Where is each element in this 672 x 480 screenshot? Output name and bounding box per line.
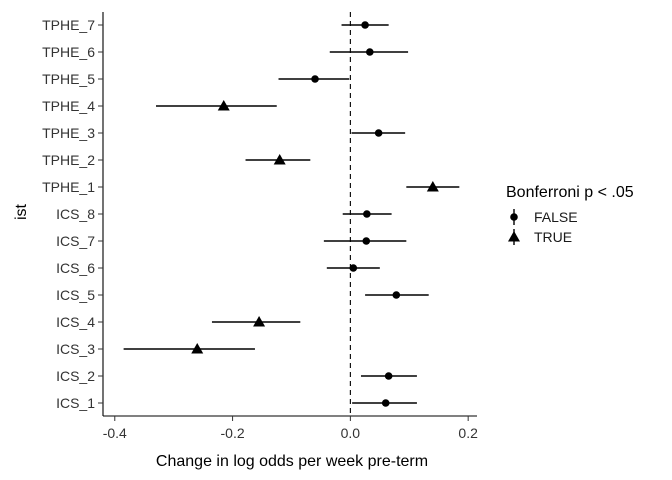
point-marker [392,291,401,299]
point-marker [384,372,393,380]
point-marker [311,75,319,83]
plot-area [123,12,460,416]
y-tick-label: TPHE_5 [42,71,95,87]
y-tick-label: TPHE_4 [42,98,95,114]
y-tick-label: ICS_5 [56,287,95,303]
y-tick-label: TPHE_3 [42,125,95,141]
y-tick-label: TPHE_7 [42,17,95,33]
y-tick-label: ICS_6 [56,260,95,276]
data-row [341,21,389,29]
y-tick-label: TPHE_6 [42,44,95,60]
point-marker [366,48,374,56]
data-row [211,316,301,327]
data-row [278,75,350,83]
y-tick-label: ICS_7 [56,233,95,249]
legend-label: TRUE [534,229,572,245]
y-tick-label: ICS_1 [56,395,95,411]
y-tick-label: ICS_2 [56,368,95,384]
data-row [365,291,429,299]
data-row [329,48,409,56]
x-tick-label: -0.2 [221,425,245,441]
legend-title: Bonferroni p < .05 [506,184,634,201]
data-row [323,237,407,245]
y-tick-label: TPHE_2 [42,152,95,168]
y-tick-label: ICS_4 [56,314,95,330]
point-marker [363,210,371,218]
y-axis: TPHE_7 TPHE_6 TPHE_5 TPHE_4 TPHE_3 TPHE_2 TPHE… [42,12,104,416]
data-row [326,264,380,272]
data-row [351,129,406,137]
y-tick-label: TPHE_1 [42,179,95,195]
legend-entry: TRUE [508,229,572,245]
legend: Bonferroni p < .05 FALSE TRUE [506,184,634,245]
point-marker [191,343,204,354]
point-marker [253,316,266,327]
x-axis: -0.4 -0.2 0.0 0.2 [103,415,478,441]
legend-key-marker [508,231,520,242]
y-tick-label: ICS_3 [56,341,95,357]
data-row [156,100,277,111]
y-axis-title: ist [13,203,30,220]
data-row [352,399,417,407]
data-row [406,181,460,192]
x-tick-label: -0.4 [103,425,127,441]
x-axis-title: Change in log odds per week pre-term [156,453,428,470]
legend-entry: FALSE [510,209,578,225]
data-row [360,372,417,380]
point-marker [381,399,390,407]
point-marker [426,181,439,192]
point-marker [217,100,230,111]
data-row [342,210,392,218]
y-tick-label: ICS_8 [56,206,95,222]
point-marker [349,264,358,272]
legend-key-marker [510,213,518,221]
x-tick-label: 0.2 [458,425,478,441]
data-row [123,343,255,354]
point-marker [273,154,286,165]
data-row [245,154,311,165]
point-marker [362,237,371,245]
legend-label: FALSE [534,209,578,225]
point-marker [374,129,383,137]
x-tick-label: 0.0 [341,425,361,441]
point-marker [361,21,369,29]
